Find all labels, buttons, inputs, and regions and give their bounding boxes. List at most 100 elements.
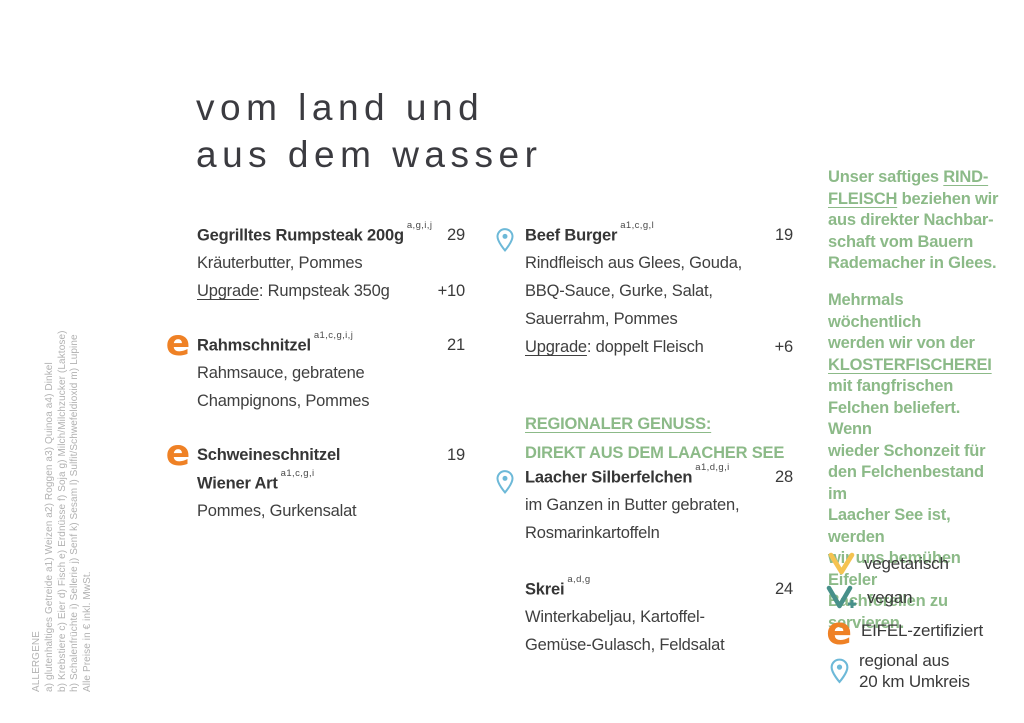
item-description: BBQ-Sauce, Gurke, Salat, bbox=[525, 282, 713, 300]
v-plus-icon bbox=[826, 585, 856, 609]
item-description: Gemüse-Gulasch, Feldsalat bbox=[525, 636, 725, 654]
allergen-codes: a1,d,g,i bbox=[695, 462, 730, 473]
item-description: Pommes, Gurkensalat bbox=[197, 502, 357, 520]
note-line: Rademacher in Glees. bbox=[828, 254, 997, 272]
item-description: Winterkabeljau, Kartoffel- bbox=[525, 608, 705, 626]
note-line: Laacher See ist, werden bbox=[828, 506, 951, 546]
menu-item-skrei: Skreia,d,g 24 Winterkabeljau, Kartoffel-… bbox=[525, 574, 793, 664]
note-line: den Felchenbestand im bbox=[828, 463, 984, 503]
item-description: Sauerrahm, Pommes bbox=[525, 310, 678, 328]
note-line: wir uns bemühen Eifeler bbox=[828, 549, 961, 589]
item-header-row: Rahmschnitzela1,c,g,i,j 21 bbox=[197, 330, 465, 364]
location-pin-icon bbox=[495, 469, 519, 495]
note-line: Unser saftiges RIND- bbox=[828, 167, 1000, 189]
note-link-rindfleisch: FLEISCH bbox=[828, 189, 898, 208]
item-header-row: Skreia,d,g 24 bbox=[525, 574, 793, 608]
menu-item-rahmschnitzel: e Rahmschnitzela1,c,g,i,j 21 Rahmsauce, … bbox=[166, 326, 465, 420]
item-description: Rahmsauce, gebratene bbox=[197, 364, 365, 382]
item-price: 24 bbox=[775, 580, 793, 598]
item-upgrade-row: Upgrade: doppelt Fleisch +6 bbox=[525, 338, 793, 366]
note-line: aus direkter Nachbar- bbox=[828, 211, 994, 229]
item-description: Rosmarinkartoffeln bbox=[525, 524, 660, 542]
eifel-e-icon: e bbox=[826, 609, 852, 653]
item-subname-row: Wiener Arta1,c,g,i bbox=[197, 468, 465, 502]
v-check-icon bbox=[828, 552, 855, 575]
eifel-e-icon: e bbox=[165, 433, 191, 474]
item-name-text: Skrei bbox=[525, 580, 565, 599]
item-price: 21 bbox=[447, 336, 465, 354]
legend-label: EIFEL-zertifiziert bbox=[861, 621, 984, 640]
allergens-sidebar: ALLERGENE a) glutenhaltiges Getreide a1)… bbox=[31, 330, 95, 692]
item-subname-text: Wiener Art bbox=[197, 474, 278, 493]
regional-heading-line2: DIREKT AUS DEM LAACHER SEE bbox=[525, 444, 785, 462]
menu-item-silberfelchen: Laacher Silberfelchena1,d,g,i 28 im Ganz… bbox=[496, 462, 793, 552]
eifel-e-icon: e bbox=[165, 323, 191, 364]
location-pin-icon bbox=[830, 658, 849, 684]
note-text: beziehen wir bbox=[897, 189, 999, 208]
note-line: FLEISCH beziehen wir bbox=[828, 189, 1000, 211]
page-title-line2: aus dem wasser bbox=[196, 134, 543, 175]
legend-eifel: e EIFEL-zertifiziert bbox=[826, 609, 984, 653]
regional-heading-line1: REGIONALER GENUSS: bbox=[525, 415, 712, 433]
item-upgrade-text: Upgrade: Rumpsteak 350g bbox=[197, 282, 390, 301]
upgrade-label: Upgrade bbox=[525, 338, 587, 356]
page-title: vom land und aus dem wasser bbox=[196, 84, 542, 178]
menu-item-beef-burger: Beef Burgera1,c,g,l 19 Rindfleisch aus G… bbox=[496, 220, 793, 366]
note-link-klosterfischerei: KLOSTERFISCHEREI bbox=[828, 355, 992, 374]
item-description: Rindfleisch aus Glees, Gouda, bbox=[525, 254, 743, 272]
legend-regional: regional aus 20 km Umkreis bbox=[829, 650, 970, 692]
item-name: Schweineschnitzel bbox=[197, 446, 341, 464]
allergen-codes: a1,c,g,l bbox=[620, 220, 655, 231]
menu-item-schweineschnitzel: e Schweineschnitzel 19 Wiener Arta1,c,g,… bbox=[166, 436, 465, 530]
item-header-row: Schweineschnitzel 19 bbox=[197, 446, 465, 474]
legend-label-line2: 20 km Umkreis bbox=[859, 672, 970, 691]
item-name: Gegrilltes Rumpsteak 200ga,g,i,j bbox=[197, 220, 432, 246]
item-header-row: Beef Burgera1,c,g,l 19 bbox=[525, 220, 793, 254]
allergens-line-a: a) glutenhaltiges Getreide a1) Weizen a2… bbox=[43, 362, 55, 692]
note-text: Unser saftiges bbox=[828, 168, 944, 186]
upgrade-rest: : Rumpsteak 350g bbox=[258, 282, 390, 300]
note-line: Bachforellen zu bbox=[828, 592, 948, 610]
item-name: Laacher Silberfelchena1,d,g,i bbox=[525, 462, 730, 488]
legend-vegetarian: vegetarisch bbox=[828, 552, 949, 575]
note-rindfleisch: Unser saftiges RIND- FLEISCH beziehen wi… bbox=[828, 167, 1000, 275]
location-pin-icon bbox=[495, 227, 519, 253]
note-line: werden wir von der bbox=[828, 334, 975, 352]
item-name-text: Beef Burger bbox=[525, 226, 618, 245]
note-line: servieren. bbox=[828, 613, 904, 632]
note-line: wieder Schonzeit für bbox=[828, 441, 986, 460]
item-name: Beef Burgera1,c,g,l bbox=[525, 220, 654, 246]
item-price: 28 bbox=[775, 468, 793, 486]
upgrade-rest: : doppelt Fleisch bbox=[586, 338, 704, 356]
item-name: Rahmschnitzela1,c,g,i,j bbox=[197, 330, 353, 356]
allergens-heading: ALLERGENE bbox=[31, 631, 42, 692]
note-line: mit fangfrischen bbox=[828, 377, 954, 395]
legend-vegan: vegan bbox=[826, 585, 913, 611]
note-link-rindfleisch: RIND- bbox=[943, 168, 989, 186]
item-subname: Wiener Arta1,c,g,i bbox=[197, 468, 315, 494]
allergen-codes: a1,c,g,i,j bbox=[313, 330, 354, 341]
allergen-codes: a,g,i,j bbox=[406, 220, 433, 231]
item-header-row: Gegrilltes Rumpsteak 200ga,g,i,j 29 bbox=[197, 220, 465, 254]
item-name: Skreia,d,g bbox=[525, 574, 591, 600]
upgrade-price: +6 bbox=[774, 338, 794, 356]
note-line: schaft vom Bauern bbox=[828, 232, 974, 251]
item-upgrade-text: Upgrade: doppelt Fleisch bbox=[525, 338, 704, 357]
item-description: Kräuterbutter, Pommes bbox=[197, 254, 363, 272]
upgrade-price: +10 bbox=[437, 282, 466, 300]
legend-label-line1: regional aus bbox=[859, 651, 950, 670]
allergen-codes: a,d,g bbox=[567, 574, 591, 585]
allergens-tax-note: Alle Preise in € inkl. MwSt. bbox=[82, 571, 94, 692]
legend-label: vegan bbox=[867, 588, 913, 607]
note-line: Mehrmals wöchentlich bbox=[828, 291, 922, 331]
legend-label: regional aus 20 km Umkreis bbox=[859, 650, 970, 692]
allergen-codes: a1,c,g,i bbox=[280, 468, 315, 479]
upgrade-label: Upgrade bbox=[197, 282, 259, 300]
note-klosterfischerei: Mehrmals wöchentlich werden wir von der … bbox=[828, 290, 1000, 634]
item-name-text: Laacher Silberfelchen bbox=[525, 468, 693, 487]
item-description: Champignons, Pommes bbox=[197, 392, 370, 410]
item-header-row: Laacher Silberfelchena1,d,g,i 28 bbox=[525, 462, 793, 496]
note-line: Felchen beliefert. Wenn bbox=[828, 398, 961, 439]
item-description: im Ganzen in Butter gebraten, bbox=[525, 496, 740, 514]
